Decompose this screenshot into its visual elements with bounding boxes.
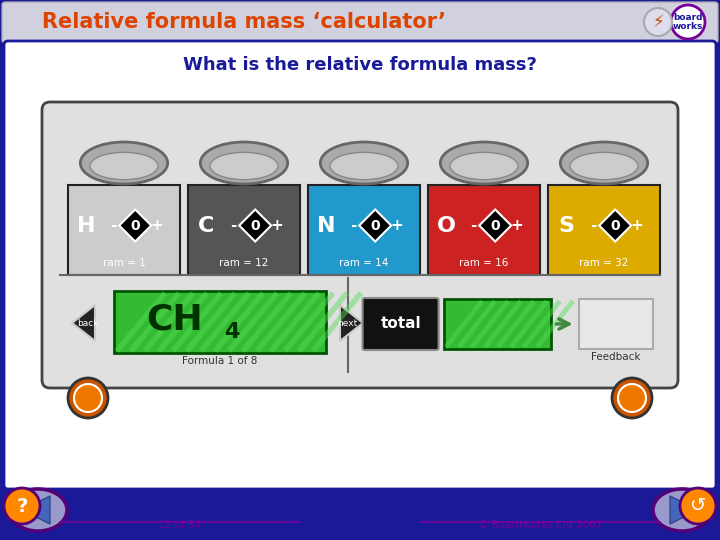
Circle shape: [612, 378, 652, 418]
Text: board
works: board works: [672, 12, 703, 31]
Text: N: N: [317, 215, 336, 235]
Polygon shape: [599, 210, 631, 241]
Text: ram = 16: ram = 16: [459, 258, 509, 268]
Text: 12 of 54: 12 of 54: [158, 520, 202, 530]
Text: -: -: [110, 218, 117, 233]
Circle shape: [680, 488, 716, 524]
FancyBboxPatch shape: [444, 299, 551, 349]
Polygon shape: [359, 210, 391, 241]
Text: S: S: [558, 215, 574, 235]
Text: -: -: [470, 218, 477, 233]
Text: -: -: [350, 218, 356, 233]
Polygon shape: [480, 210, 511, 241]
Ellipse shape: [570, 152, 638, 180]
Circle shape: [671, 5, 705, 39]
Text: +: +: [150, 218, 163, 233]
FancyBboxPatch shape: [114, 291, 326, 353]
Text: C: C: [198, 215, 214, 235]
Text: total: total: [380, 316, 421, 332]
Text: -: -: [590, 218, 596, 233]
Polygon shape: [239, 210, 271, 241]
Text: +: +: [510, 218, 523, 233]
Text: What is the relative formula mass?: What is the relative formula mass?: [183, 56, 537, 74]
Circle shape: [644, 8, 672, 36]
Ellipse shape: [320, 142, 408, 184]
Text: +: +: [391, 218, 404, 233]
Polygon shape: [670, 496, 698, 524]
Polygon shape: [72, 305, 95, 341]
FancyBboxPatch shape: [308, 185, 420, 275]
Ellipse shape: [330, 152, 398, 180]
Circle shape: [4, 488, 40, 524]
Text: ram = 32: ram = 32: [580, 258, 629, 268]
Text: 0: 0: [370, 219, 380, 233]
Ellipse shape: [81, 142, 168, 184]
FancyBboxPatch shape: [2, 2, 718, 43]
Text: H: H: [77, 215, 95, 235]
Text: Formula 1 of 8: Formula 1 of 8: [182, 356, 258, 366]
FancyBboxPatch shape: [68, 185, 180, 275]
Ellipse shape: [560, 142, 648, 184]
Text: Relative formula mass ‘calculator’: Relative formula mass ‘calculator’: [42, 12, 446, 32]
Polygon shape: [22, 496, 50, 524]
Text: CH: CH: [146, 302, 203, 336]
Text: 0: 0: [251, 219, 260, 233]
Circle shape: [68, 378, 108, 418]
FancyBboxPatch shape: [188, 185, 300, 275]
FancyBboxPatch shape: [548, 185, 660, 275]
FancyBboxPatch shape: [363, 298, 438, 350]
Circle shape: [74, 384, 102, 412]
Ellipse shape: [450, 152, 518, 180]
Text: +: +: [271, 218, 284, 233]
FancyBboxPatch shape: [42, 102, 678, 388]
Text: ram = 14: ram = 14: [339, 258, 389, 268]
Text: 0: 0: [611, 219, 620, 233]
Text: © Boardworks Ltd 2007: © Boardworks Ltd 2007: [478, 520, 602, 530]
Text: O: O: [436, 215, 456, 235]
Ellipse shape: [200, 142, 288, 184]
Text: back: back: [77, 319, 99, 327]
Ellipse shape: [90, 152, 158, 180]
Text: ram = 1: ram = 1: [103, 258, 145, 268]
FancyBboxPatch shape: [4, 41, 716, 489]
Text: +: +: [631, 218, 644, 233]
Circle shape: [618, 384, 646, 412]
Text: ?: ?: [17, 496, 27, 516]
Ellipse shape: [210, 152, 278, 180]
Polygon shape: [340, 305, 363, 341]
Text: ↺: ↺: [690, 496, 706, 516]
Text: 0: 0: [130, 219, 140, 233]
Ellipse shape: [653, 489, 711, 531]
Text: ⚡: ⚡: [652, 13, 664, 31]
Text: -: -: [230, 218, 236, 233]
FancyBboxPatch shape: [579, 299, 653, 349]
Polygon shape: [120, 210, 151, 241]
Ellipse shape: [9, 489, 67, 531]
Text: 0: 0: [490, 219, 500, 233]
Text: ram = 12: ram = 12: [220, 258, 269, 268]
Text: 4: 4: [224, 322, 240, 342]
Ellipse shape: [441, 142, 528, 184]
Text: Feedback: Feedback: [591, 352, 641, 362]
FancyBboxPatch shape: [428, 185, 540, 275]
Text: next: next: [337, 319, 357, 327]
